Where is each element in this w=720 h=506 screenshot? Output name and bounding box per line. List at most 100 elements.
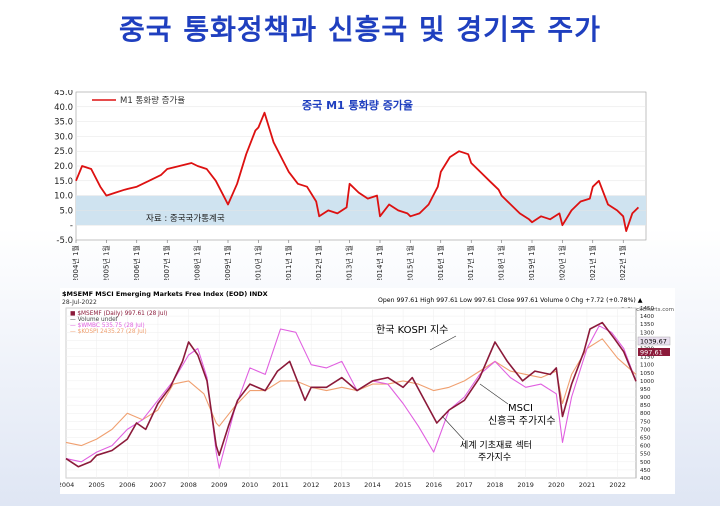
source-note: 자료 : 중국국가통계국 (146, 213, 225, 224)
annotation-materials-index: 주가지수 (478, 452, 511, 463)
svg-text:997.61: 997.61 (640, 349, 663, 357)
svg-text:1039.67: 1039.67 (640, 338, 667, 346)
y-tick-label: - (70, 221, 73, 231)
x-tick-label: 2017 (456, 481, 473, 489)
x-tick-label: 2018 (487, 481, 504, 489)
x-tick-label: 2013년 1월 (345, 245, 354, 280)
series-lines (75, 111, 640, 233)
x-tick-label: 2008 (180, 481, 197, 489)
m1-growth-chart: 45.0 40.0 35.0 30.0 25.0 20.0 15.0 10.0 5.0 - -5.0… (54, 90, 647, 280)
x-tick-label: 2016 (425, 481, 442, 489)
y-tick-label: 450 (640, 468, 651, 474)
x-tick-label: 2007 (150, 481, 167, 489)
y-tick-label: 1350 (640, 322, 654, 328)
x-tick-label: 2008년 1월 (193, 245, 202, 280)
x-tick-label: 2009 (211, 481, 228, 489)
y-tick-label: 40.0 (54, 103, 73, 113)
x-tick-label: 2012년 1월 (314, 245, 323, 280)
series-lines (65, 321, 637, 469)
y-tick-label: 400 (640, 476, 651, 482)
y-tick-label: 35.0 (54, 118, 73, 128)
end-label-2: 997.61 (638, 348, 670, 357)
x-tick-label: 2012 (303, 481, 320, 489)
x-tick-label: 2009년 1월 (223, 245, 232, 280)
y-tick-label: 20.0 (54, 162, 73, 172)
plot-area (65, 307, 637, 479)
x-tick-label: 2006 (119, 481, 136, 489)
annotation-msci: MSCI (508, 403, 533, 414)
y-tick-label: 45.0 (54, 90, 73, 98)
y-tick-label: 1300 (640, 330, 654, 336)
y-tick-label: 10.0 (54, 192, 73, 202)
x-tick-label: 2014년 1월 (375, 245, 384, 280)
annotation-materials: 세계 기초재료 섹터 (460, 439, 532, 451)
x-tick-label: 2005 (88, 481, 105, 489)
x-tick-label: 2021 (579, 481, 596, 489)
y-tick-label: 900 (640, 395, 651, 401)
date-label: 28-Jul-2022 (62, 299, 97, 306)
x-tick-label: 2016년 1월 (436, 245, 445, 280)
end-label-1: 1039.67 (637, 336, 671, 346)
legend-label: M1 통화량 증가율 (120, 95, 185, 106)
x-tick-label: 2021년 1월 (588, 245, 597, 280)
y-tick-label: 15.0 (54, 177, 73, 187)
y-tick-label: 1100 (640, 363, 654, 369)
x-tick-label: 2019 (517, 481, 534, 489)
x-tick-label: 2020년 1월 (557, 245, 566, 280)
legend: ■ $MSEMF (Daily) 997.61 (28 Jul) — Volum… (70, 311, 167, 335)
y-tick-label: 30.0 (54, 132, 73, 142)
annotation-pointer (429, 335, 457, 351)
legend-label-wmbc: — $WMBC 535.75 (28 Jul) (70, 323, 145, 329)
series-line-m1 (75, 111, 640, 233)
x-tick-label: 2004년 1월 (71, 245, 80, 280)
x-tick-label: 2015년 1월 (405, 245, 414, 280)
x-tick-label: 2010 (242, 481, 259, 489)
y-tick-label: -5.0 (56, 236, 73, 246)
x-tick-label: 2022년 1월 (618, 245, 627, 280)
x-tick-label: 2010년 1월 (253, 245, 262, 280)
y-tick-label: 850 (640, 403, 651, 409)
y-tick-label: 5.0 (59, 206, 73, 216)
x-tick-label: 2022 (609, 481, 626, 489)
chart-title: 중국 M1 통화량 증가율 (302, 98, 413, 112)
x-tick-label: 2017년 1월 (466, 245, 475, 280)
chart-title: $MSEMF MSCI Emerging Markets Free Index … (62, 290, 268, 298)
x-tick-label: 2011 (272, 481, 289, 489)
watermark: © StockCharts.com (620, 306, 674, 313)
y-tick-label: 600 (640, 444, 651, 450)
y-tick-label: 500 (640, 460, 651, 466)
annotation-pointer (479, 383, 509, 405)
series-line-msemf (65, 321, 637, 468)
y-tick-label: 700 (640, 427, 651, 433)
x-tick-label: 2014 (364, 481, 381, 489)
x-tick-label: 2020 (548, 481, 565, 489)
y-tick-label: 550 (640, 452, 651, 458)
x-axis-ticks: 2004년 1월 2005년 1월 2006년 1월 2007년 1월 2008년 1월… (71, 240, 627, 280)
y-tick-label: 650 (640, 436, 651, 442)
msci-chart: $MSEMF MSCI Emerging Markets Free Index … (60, 288, 675, 494)
y-tick-label: 1150 (640, 355, 654, 361)
series-line-wmbc (65, 325, 637, 469)
x-tick-label: 2004 (60, 481, 74, 489)
annotation-kospi: 한국 KOSPI 지수 (376, 324, 448, 336)
x-tick-label: 2019년 1월 (527, 245, 536, 280)
x-tick-label: 2011년 1월 (284, 245, 293, 280)
y-tick-label: 750 (640, 419, 651, 425)
legend-label-kospi: — $KOSPI 2435.27 (28 Jul) (70, 329, 147, 335)
legend-label-msemf: ■ $MSEMF (Daily) 997.61 (28 Jul) (70, 311, 167, 317)
gridlines (76, 106, 646, 226)
y-axis-ticks: 45.0 40.0 35.0 30.0 25.0 20.0 15.0 10.0 5.0 - -5.0 (54, 90, 73, 246)
y-tick-label: 25.0 (54, 147, 73, 157)
annotation-emerging: 신흥국 주가지수 (488, 414, 556, 427)
y-tick-label: 800 (640, 411, 651, 417)
y-tick-label: 1000 (640, 379, 654, 385)
y-tick-label: 1050 (640, 371, 654, 377)
ohlc-label: Open 997.61 High 997.61 Low 997.61 Close… (378, 297, 643, 304)
x-axis-ticks: 2004 2005 2006 2007 2008 2009 2010 2011 2012 2013… (60, 481, 626, 489)
slide-title: 중국 통화정책과 신흥국 및 경기주 주가 (119, 13, 601, 46)
y-tick-label: 1400 (640, 314, 654, 320)
y-tick-label: 950 (640, 387, 651, 393)
x-tick-label: 2007년 1월 (162, 245, 171, 280)
x-tick-label: 2015 (395, 481, 412, 489)
annotation-pointer (441, 415, 465, 441)
